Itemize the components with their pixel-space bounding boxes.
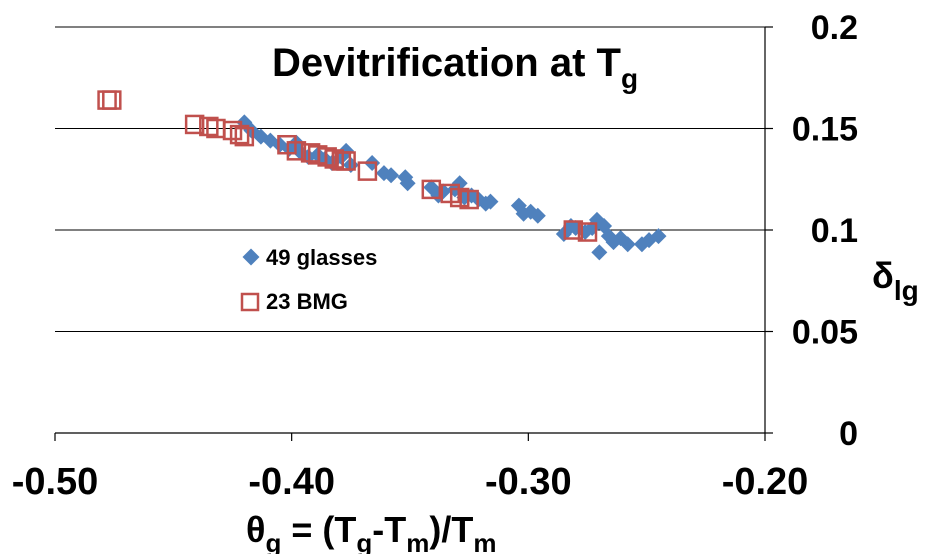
glasses-point bbox=[482, 193, 499, 210]
y-tick-label-3: 0.15 bbox=[792, 111, 858, 149]
bmg-point bbox=[563, 220, 584, 240]
bmg-point bbox=[102, 90, 122, 110]
x-tick-label-3: -0.20 bbox=[722, 461, 809, 503]
gridlines bbox=[55, 26, 765, 332]
y-tick-label-2: 0.1 bbox=[811, 212, 858, 250]
x-tick-label-2: -0.30 bbox=[485, 461, 572, 503]
bmg-point bbox=[199, 116, 219, 137]
legend-marker-bmg bbox=[240, 292, 260, 312]
bmg-point bbox=[336, 151, 356, 171]
bmg-point bbox=[184, 114, 205, 135]
bmg-point bbox=[222, 120, 243, 141]
glasses-point bbox=[529, 207, 546, 224]
glasses-point bbox=[619, 236, 636, 253]
legend: 49 glasses 23 BMG bbox=[240, 245, 377, 314]
glasses-point bbox=[383, 167, 400, 184]
tick-labels: -0.50 -0.40 -0.30 -0.20 0 0.05 0.1 0.15 0.2 bbox=[12, 9, 858, 503]
bmg-point bbox=[229, 124, 250, 145]
bmg-point bbox=[421, 179, 442, 200]
y-tick-label-4: 0.2 bbox=[811, 9, 858, 47]
legend-label-bmg: 23 BMG bbox=[266, 289, 348, 314]
glasses-point bbox=[399, 175, 416, 192]
bmg-point bbox=[286, 141, 307, 161]
data-points bbox=[97, 90, 667, 261]
bmg-point bbox=[577, 222, 598, 242]
legend-marker-glasses bbox=[242, 248, 260, 266]
bmg-point bbox=[317, 147, 337, 167]
glasses-point bbox=[451, 175, 468, 192]
y-axis-label: δlg bbox=[872, 255, 919, 306]
y-tick-label-0: 0 bbox=[839, 415, 858, 453]
y-tick-label-1: 0.05 bbox=[792, 314, 858, 352]
bmg-point bbox=[324, 149, 345, 169]
x-tick-label-0: -0.50 bbox=[12, 461, 99, 503]
x-tick-label-1: -0.40 bbox=[248, 461, 335, 503]
bmg-point bbox=[357, 161, 378, 181]
bmg-point bbox=[459, 189, 479, 210]
bmg-point bbox=[97, 90, 117, 110]
legend-label-glasses: 49 glasses bbox=[266, 245, 377, 270]
x-axis-label: θg = (Tg-Tm)/Tm bbox=[246, 509, 496, 554]
glasses-point bbox=[591, 244, 608, 261]
glasses-point bbox=[650, 228, 667, 245]
chart-title: Devitrification at Tg bbox=[272, 41, 638, 94]
axes bbox=[54, 26, 773, 441]
bmg-point bbox=[234, 126, 255, 147]
